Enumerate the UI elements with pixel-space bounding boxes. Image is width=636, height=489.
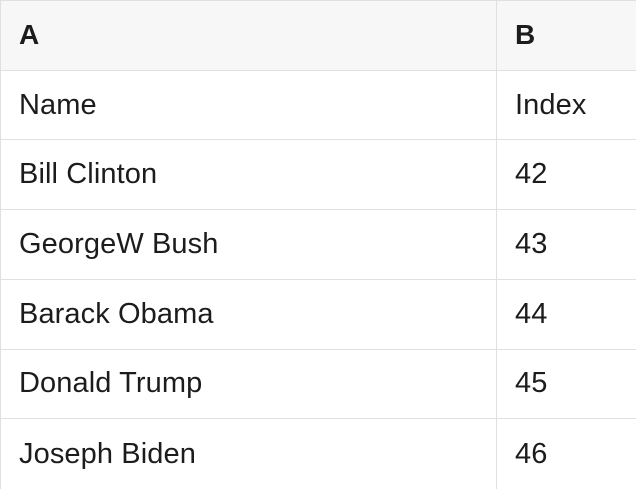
cell-field-index[interactable]: Index [515, 88, 587, 121]
cell-index-1[interactable]: 43 [515, 227, 548, 260]
cell-name-0[interactable]: Bill Clinton [1, 140, 497, 210]
cell-name-3[interactable]: Donald Trump [1, 349, 497, 419]
cell-name-4[interactable]: Joseph Biden [1, 419, 497, 489]
column-header-b[interactable]: B [515, 19, 536, 51]
column-letter-header-row: A B [1, 1, 636, 71]
cell-name-2[interactable]: Barack Obama [1, 279, 497, 349]
table-row: Joseph Biden 46 [1, 419, 636, 489]
cell-index-3[interactable]: 45 [515, 367, 548, 400]
field-header-row: Name Index [1, 70, 636, 141]
column-header-a[interactable]: A [1, 1, 497, 70]
table-row: Barack Obama 44 [1, 279, 636, 350]
table-row: GeorgeW Bush 43 [1, 210, 636, 280]
cell-name-1[interactable]: GeorgeW Bush [1, 210, 497, 279]
cell-field-name[interactable]: Name [1, 70, 497, 140]
cell-index-0[interactable]: 42 [515, 158, 548, 191]
table-row: Donald Trump 45 [1, 349, 636, 420]
cell-index-2[interactable]: 44 [515, 297, 548, 330]
cell-index-4[interactable]: 46 [515, 437, 548, 470]
table-row: Bill Clinton 42 [1, 140, 636, 211]
